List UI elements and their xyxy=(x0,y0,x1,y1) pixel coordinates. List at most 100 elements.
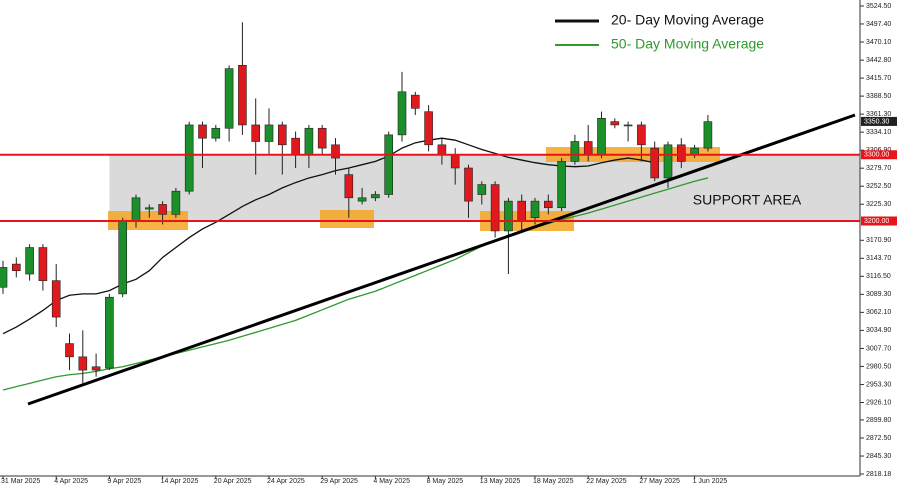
x-tick-label: 18 May 2025 xyxy=(533,478,574,485)
y-tick-label: 2818.18 xyxy=(866,471,891,478)
y-tick-label: 3334.10 xyxy=(866,129,891,136)
y-tick-label: 3442.80 xyxy=(866,57,891,64)
x-tick-label: 29 Apr 2025 xyxy=(320,478,358,485)
candle-body xyxy=(224,68,234,129)
y-tick-label: 2926.10 xyxy=(866,399,891,406)
candle-body xyxy=(145,207,154,210)
y-tick-label: 3470.10 xyxy=(866,39,891,46)
y-tick-label: 3007.70 xyxy=(866,345,891,352)
candle-body xyxy=(663,144,673,179)
x-tick-label: 13 May 2025 xyxy=(480,478,521,485)
candle-body xyxy=(238,65,247,126)
level-label-box xyxy=(861,216,897,226)
y-tick-label: 3497.40 xyxy=(866,21,891,28)
y-tick-label: 3361.30 xyxy=(866,111,891,118)
candle-body xyxy=(464,167,473,202)
candle-body xyxy=(610,121,620,126)
legend-label: 50- Day Moving Average xyxy=(611,36,764,52)
candle-body xyxy=(0,267,8,288)
x-tick-label: 20 Apr 2025 xyxy=(214,478,252,485)
candle-body xyxy=(357,197,367,202)
candle-body xyxy=(570,141,580,162)
last-price-box xyxy=(861,116,897,126)
candle-body xyxy=(650,147,660,179)
candle-body xyxy=(158,204,167,215)
y-tick-label: 3279.70 xyxy=(866,165,891,172)
candle-body xyxy=(264,124,274,142)
x-tick-label: 22 May 2025 xyxy=(586,478,627,485)
y-tick-label: 3089.30 xyxy=(866,291,891,298)
x-tick-label: 8 May 2025 xyxy=(427,478,464,485)
candle-body xyxy=(530,200,540,218)
candle-body xyxy=(424,111,433,146)
candle-body xyxy=(477,184,487,195)
candle-body xyxy=(277,124,287,146)
moving-average-line xyxy=(2,177,709,391)
candle-body xyxy=(38,247,48,281)
candle-body xyxy=(410,94,420,109)
candle-body xyxy=(583,141,593,156)
candle-body xyxy=(384,134,394,195)
y-tick-label: 2980.50 xyxy=(866,363,891,370)
candle-body xyxy=(517,200,527,222)
candle-body xyxy=(504,200,513,232)
candle-body xyxy=(397,91,407,136)
candle-body xyxy=(317,127,327,149)
candle-body xyxy=(251,124,260,142)
moving-average-line xyxy=(2,137,655,335)
candle-body xyxy=(65,343,74,358)
candle-body xyxy=(105,296,114,369)
candle-body xyxy=(211,127,221,139)
y-tick-label: 3524.50 xyxy=(866,3,891,10)
y-tick-label: 3388.50 xyxy=(866,93,891,100)
y-tick-label: 3170.90 xyxy=(866,237,891,244)
candle-body xyxy=(78,356,88,371)
y-tick-label: 2899.80 xyxy=(866,417,891,424)
candle-body xyxy=(371,194,380,199)
candle-body xyxy=(184,124,194,192)
annotation: SUPPORT AREA xyxy=(693,192,802,208)
candle-body xyxy=(437,144,447,156)
candle-body xyxy=(543,200,553,209)
x-tick-label: 27 May 2025 xyxy=(639,478,680,485)
highlight-box xyxy=(320,210,374,228)
candle-body xyxy=(331,144,340,159)
x-tick-label: 9 Apr 2025 xyxy=(107,478,141,485)
legend-label: 20- Day Moving Average xyxy=(611,12,764,28)
x-tick-label: 4 May 2025 xyxy=(373,478,410,485)
candle-body xyxy=(623,124,633,127)
x-tick-label: 24 Apr 2025 xyxy=(267,478,305,485)
candle-body xyxy=(557,161,566,209)
level-label-box xyxy=(861,150,897,160)
y-tick-label: 3034.90 xyxy=(866,327,891,334)
y-tick-label: 3116.50 xyxy=(866,273,891,280)
candle-body xyxy=(51,280,61,318)
x-tick-label: 4 Apr 2025 xyxy=(54,478,88,485)
x-tick-label: 1 Jun 2025 xyxy=(693,478,728,485)
level-label: 3200.00 xyxy=(864,218,889,225)
candle-body xyxy=(490,184,500,232)
candle-body xyxy=(118,220,127,295)
candle-body xyxy=(676,144,686,162)
y-tick-label: 3062.10 xyxy=(866,309,891,316)
y-tick-label: 2845.30 xyxy=(866,453,891,460)
candle-body xyxy=(12,263,21,272)
candle-body xyxy=(25,247,34,275)
y-tick-label: 2953.30 xyxy=(866,381,891,388)
candle-body xyxy=(131,197,141,222)
candle-body xyxy=(344,174,354,199)
x-tick-label: 14 Apr 2025 xyxy=(161,478,199,485)
candle-body xyxy=(304,127,314,156)
level-label: 3300.00 xyxy=(864,152,889,159)
x-tick-label: 31 Mar 2025 xyxy=(1,478,40,485)
candle-body xyxy=(450,154,460,169)
y-tick-label: 3225.30 xyxy=(866,201,891,208)
candle-body xyxy=(637,124,646,146)
candle-body xyxy=(291,137,300,156)
y-tick-label: 2872.50 xyxy=(866,435,891,442)
candle-body xyxy=(171,190,181,215)
y-tick-label: 3252.50 xyxy=(866,183,891,190)
y-tick-label: 3143.70 xyxy=(866,255,891,262)
y-tick-label: 3415.70 xyxy=(866,75,891,82)
